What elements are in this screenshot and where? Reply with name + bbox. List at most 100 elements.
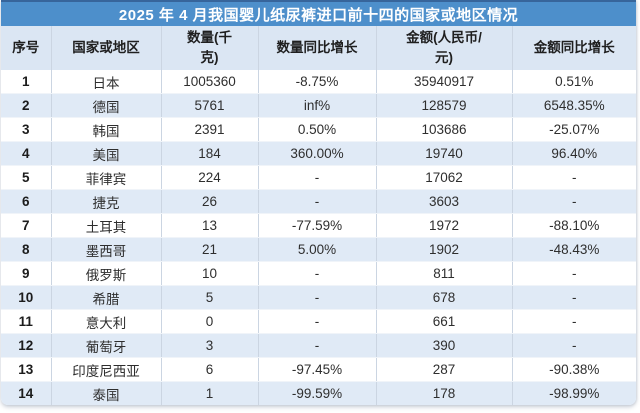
amount-cell: 287 — [376, 357, 513, 382]
quantity-yoy-cell: - — [258, 309, 377, 334]
quantity-yoy-cell: - — [258, 285, 377, 310]
country-cell: 德国 — [51, 93, 162, 118]
rank-cell: 6 — [1, 189, 52, 214]
column-header-quantity: 数量(千 克) — [161, 26, 259, 70]
country-cell: 墨西哥 — [51, 237, 162, 262]
quantity-yoy-cell: -99.59% — [258, 381, 377, 405]
table-row: 11 意大利 0-661- — [1, 309, 636, 334]
quantity-cell: 13 — [161, 213, 259, 238]
amount-yoy-cell: - — [512, 189, 636, 214]
rank-cell: 4 — [1, 141, 52, 166]
import-table: 序号 国家或地区 数量(千 克) 数量同比增长 金额(人民币/ 元) 金额同比增… — [1, 26, 636, 405]
rank-cell: 10 — [1, 285, 52, 310]
country-cell: 捷克 — [51, 189, 162, 214]
quantity-cell: 1005360 — [161, 70, 259, 94]
country-cell: 菲律宾 — [51, 165, 162, 190]
column-header-rank: 序号 — [1, 26, 52, 70]
country-cell: 俄罗斯 — [51, 261, 162, 286]
rank-cell: 9 — [1, 261, 52, 286]
amount-cell: 3603 — [376, 189, 513, 214]
amount-yoy-cell: 96.40% — [512, 141, 636, 166]
quantity-cell: 5761 — [161, 93, 259, 118]
amount-yoy-cell: -25.07% — [512, 117, 636, 142]
table-row: 10 希腊 5-678- — [1, 285, 636, 310]
quantity-cell: 0 — [161, 309, 259, 334]
quantity-yoy-cell: - — [258, 165, 377, 190]
quantity-cell: 21 — [161, 237, 259, 262]
country-cell: 希腊 — [51, 285, 162, 310]
column-header-country: 国家或地区 — [51, 26, 162, 70]
rank-cell: 7 — [1, 213, 52, 238]
table-row: 13 印度尼西亚 6 -97.45% 287 -90.38% — [1, 357, 636, 382]
quantity-cell: 5 — [161, 285, 259, 310]
quantity-yoy-cell: - — [258, 189, 377, 214]
table-row: 14 泰国 1 -99.59% 178 -98.99% — [1, 381, 636, 405]
amount-cell: 19740 — [376, 141, 513, 166]
table-row: 12 葡萄牙 3-390- — [1, 333, 636, 358]
country-cell: 印度尼西亚 — [51, 357, 162, 382]
amount-yoy-cell: -88.10% — [512, 213, 636, 238]
amount-yoy-cell: 0.51% — [512, 70, 636, 94]
table-row: 1 日本 1005360 -8.75% 35940917 0.51% — [1, 70, 636, 94]
table-body: 1 日本 1005360 -8.75% 35940917 0.51% 2 德国 5761 inf%… — [1, 70, 636, 405]
quantity-cell: 2391 — [161, 117, 259, 142]
country-cell: 美国 — [51, 141, 162, 166]
quantity-cell: 26 — [161, 189, 259, 214]
country-cell: 意大利 — [51, 309, 162, 334]
quantity-yoy-cell: 5.00% — [258, 237, 377, 262]
page-title: 2025 年 4 月我国婴儿纸尿裤进口前十四的国家或地区情况 — [118, 6, 519, 24]
rank-cell: 13 — [1, 357, 52, 382]
rank-cell: 3 — [1, 117, 52, 142]
column-header-amount: 金额(人民币/ 元) — [376, 26, 513, 70]
amount-yoy-cell: - — [512, 261, 636, 286]
country-cell: 泰国 — [51, 381, 162, 405]
table-row: 3 韩国 2391 0.50% 103686 -25.07% — [1, 117, 636, 142]
amount-cell: 17062 — [376, 165, 513, 190]
quantity-cell: 184 — [161, 141, 259, 166]
column-header-amount-yoy: 金额同比增长 — [512, 26, 636, 70]
quantity-cell: 10 — [161, 261, 259, 286]
amount-cell: 1902 — [376, 237, 513, 262]
quantity-yoy-cell: - — [258, 261, 377, 286]
amount-cell: 178 — [376, 381, 513, 405]
rank-cell: 14 — [1, 381, 52, 405]
rank-cell: 1 — [1, 70, 52, 94]
country-cell: 葡萄牙 — [51, 333, 162, 358]
amount-yoy-cell: - — [512, 309, 636, 334]
table-row: 4 美国 184 360.00% 19740 96.40% — [1, 141, 636, 166]
quantity-yoy-cell: 360.00% — [258, 141, 377, 166]
table-row: 5 菲律宾 224-17062- — [1, 165, 636, 190]
title-bar: 2025 年 4 月我国婴儿纸尿裤进口前十四的国家或地区情况 — [1, 0, 636, 26]
table-row: 6 捷克 26-3603- — [1, 189, 636, 214]
column-header-quantity-yoy: 数量同比增长 — [258, 26, 377, 70]
amount-cell: 103686 — [376, 117, 513, 142]
rank-cell: 8 — [1, 237, 52, 262]
amount-yoy-cell: - — [512, 285, 636, 310]
quantity-yoy-cell: -8.75% — [258, 70, 377, 94]
amount-yoy-cell: 6548.35% — [512, 93, 636, 118]
quantity-yoy-cell: -77.59% — [258, 213, 377, 238]
rank-cell: 12 — [1, 333, 52, 358]
amount-cell: 128579 — [376, 93, 513, 118]
import-data-sheet: 2025 年 4 月我国婴儿纸尿裤进口前十四的国家或地区情况 序号 国家或地区 … — [1, 0, 636, 405]
table-row: 2 德国 5761 inf% 128579 6548.35% — [1, 93, 636, 118]
quantity-yoy-cell: 0.50% — [258, 117, 377, 142]
amount-cell: 661 — [376, 309, 513, 334]
amount-yoy-cell: -98.99% — [512, 381, 636, 405]
quantity-cell: 1 — [161, 381, 259, 405]
country-cell: 土耳其 — [51, 213, 162, 238]
amount-cell: 1972 — [376, 213, 513, 238]
rank-cell: 11 — [1, 309, 52, 334]
rank-cell: 2 — [1, 93, 52, 118]
quantity-yoy-cell: inf% — [258, 93, 377, 118]
amount-yoy-cell: -48.43% — [512, 237, 636, 262]
amount-cell: 390 — [376, 333, 513, 358]
country-cell: 韩国 — [51, 117, 162, 142]
country-cell: 日本 — [51, 70, 162, 94]
table-row: 7 土耳其 13 -77.59% 1972 -88.10% — [1, 213, 636, 238]
table-row: 9 俄罗斯 10-811- — [1, 261, 636, 286]
table-header-row: 序号 国家或地区 数量(千 克) 数量同比增长 金额(人民币/ 元) 金额同比增… — [1, 26, 636, 70]
quantity-yoy-cell: -97.45% — [258, 357, 377, 382]
amount-cell: 678 — [376, 285, 513, 310]
quantity-cell: 3 — [161, 333, 259, 358]
